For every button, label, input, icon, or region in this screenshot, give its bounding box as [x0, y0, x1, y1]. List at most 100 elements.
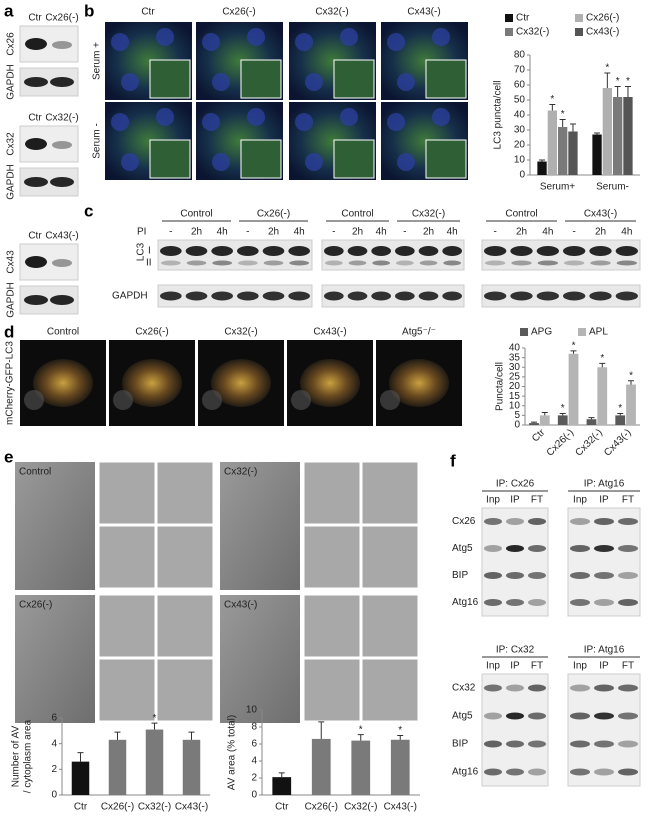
lane-label: FT [622, 495, 634, 506]
bar [623, 97, 633, 175]
ip-label: IP: Atg16 [584, 645, 625, 656]
cell [389, 359, 449, 407]
blot-band [615, 246, 638, 256]
blot [321, 239, 465, 271]
blot-band [589, 291, 612, 301]
ip-label: IP: Atg16 [584, 479, 625, 490]
blot-band [618, 768, 638, 776]
blot-band [325, 260, 343, 266]
lane-label: FT [531, 661, 543, 672]
blot-band [395, 291, 415, 301]
column-label: Cx32(-) [45, 113, 78, 124]
blot-band [288, 246, 310, 256]
blot-band [324, 291, 344, 301]
bar [108, 739, 127, 795]
blot-band [570, 768, 590, 776]
blot-band [594, 712, 614, 720]
nucleus [305, 153, 323, 171]
bar [626, 384, 636, 425]
row-label: Cx26 [452, 516, 476, 527]
y-axis-label: LC3 puncta/cell [493, 81, 504, 150]
x-tick-label: Ctr [530, 427, 548, 445]
column-label: Cx43(-) [407, 7, 440, 18]
blot-band [537, 260, 558, 266]
panel-label: f [450, 451, 456, 470]
blot-band [347, 291, 368, 301]
blot-band [564, 260, 585, 266]
blot-band [395, 246, 415, 256]
row-label: GAPDH [6, 164, 17, 200]
row-label: GAPDH [6, 64, 17, 100]
condition-label: Control [505, 209, 537, 220]
inset [333, 59, 375, 99]
legend-label: Cx32(-) [516, 27, 549, 38]
nucleus [340, 108, 358, 126]
condition-label: Cx32(-) [412, 209, 445, 220]
blot-band [25, 38, 47, 50]
x-tick-label: Cx26(-) [545, 427, 576, 458]
y-tick-label: 30 [514, 125, 526, 136]
blot-band [484, 740, 502, 748]
bar [537, 161, 547, 175]
em-inset [361, 594, 419, 658]
blot-band [528, 768, 546, 776]
blot-band [570, 684, 590, 692]
blot-band [506, 599, 524, 606]
nucleus [305, 73, 323, 91]
em-image [220, 462, 300, 590]
y-tick-label: 15 [509, 391, 521, 402]
legend-label: Cx43(-) [586, 27, 619, 38]
x-tick-label: Cx32(-) [344, 802, 377, 813]
column-label: Cx32(-) [224, 327, 257, 338]
em-inset [303, 658, 361, 722]
error-bar [530, 421, 537, 424]
pi-step: 4h [217, 227, 228, 238]
panel-label: a [4, 1, 14, 20]
row-label: mCherry-GFP-LC3 [5, 341, 16, 425]
y-tick-label: 20 [514, 140, 526, 151]
image-label: Cx32(-) [224, 467, 257, 478]
error-bar [318, 721, 325, 739]
bar [529, 423, 539, 425]
blot-band [442, 246, 462, 256]
em-inset [98, 658, 156, 722]
blot-band [348, 260, 367, 266]
bar [71, 761, 90, 795]
column-label: Ctr [28, 113, 42, 124]
x-tick-label: Cx26(-) [101, 802, 134, 813]
blot-band [618, 518, 638, 525]
nucleus [387, 33, 405, 51]
blot-band [25, 256, 47, 268]
row-label: GAPDH [112, 291, 148, 302]
row-label: Cx26 [6, 32, 17, 56]
nucleus [295, 113, 313, 131]
pi-step: 2h [423, 227, 434, 238]
y-tick-label: 35 [509, 352, 521, 363]
em-inset [361, 461, 419, 525]
blot-band [570, 545, 590, 552]
error-bar [599, 362, 606, 368]
em-image [15, 462, 95, 590]
nucleus [291, 390, 311, 410]
x-tick-label: Cx43(-) [384, 802, 417, 813]
blot-band [618, 599, 638, 606]
x-tick-label: Serum- [596, 182, 629, 193]
blot-band [485, 260, 506, 266]
pi-step: 4h [621, 227, 632, 238]
bar [182, 739, 201, 795]
bar [597, 367, 608, 425]
x-tick-label: Ctr [275, 802, 289, 813]
pi-step: 4h [294, 227, 305, 238]
pi-step: 4h [376, 227, 387, 238]
blot-band [511, 260, 532, 266]
inset [149, 139, 191, 179]
significance-mark: * [153, 713, 157, 724]
em-inset [98, 461, 156, 525]
nucleus [295, 33, 313, 51]
lane-label: IP [510, 495, 520, 506]
em-inset [361, 658, 419, 722]
blot [481, 239, 641, 271]
blot-band [289, 260, 309, 266]
blot-band [50, 295, 74, 305]
error-bar [604, 72, 611, 88]
